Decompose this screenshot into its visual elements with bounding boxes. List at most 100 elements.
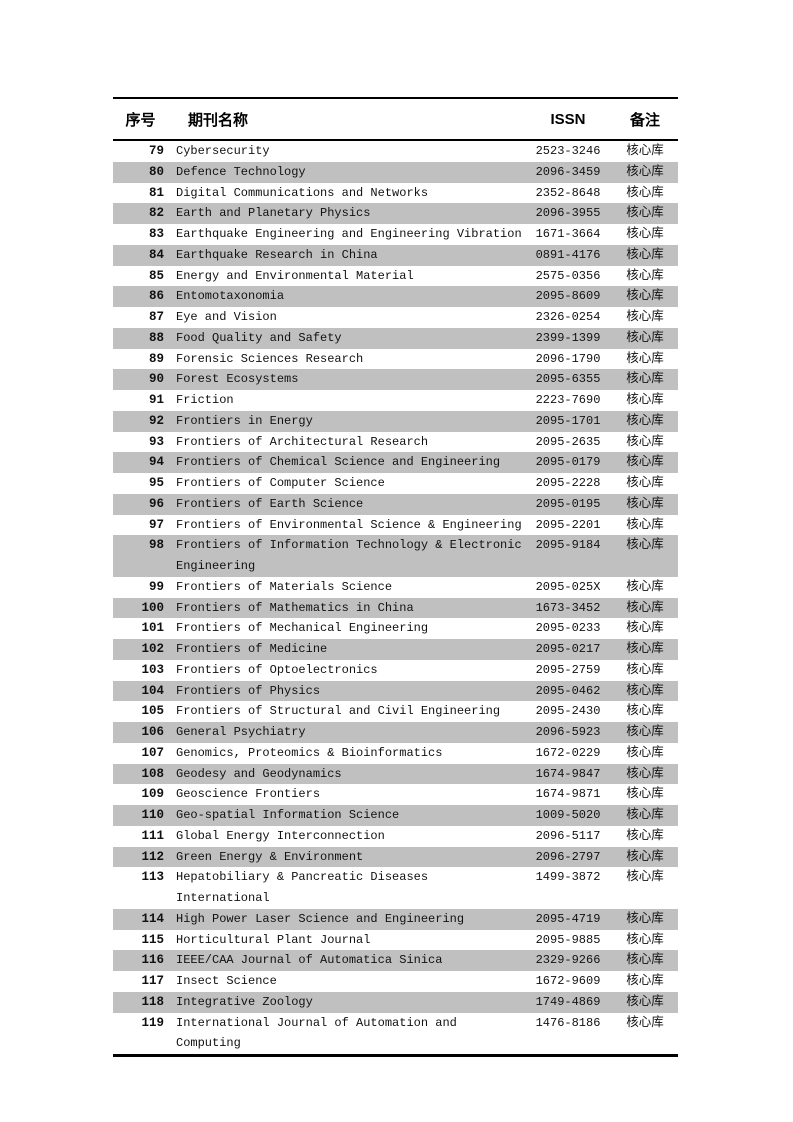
note-value: 核心库 (626, 1015, 664, 1030)
note-value: 核心库 (626, 372, 664, 387)
issn-value: 2096-5923 (535, 725, 601, 739)
note-value: 核心库 (626, 351, 664, 366)
row-number: 92 (148, 413, 164, 428)
row-number: 106 (141, 725, 164, 739)
note-value: 核心库 (626, 247, 664, 262)
note-value: 核心库 (626, 725, 664, 739)
issn-value: 2096-2797 (535, 849, 601, 864)
note-value: 核心库 (626, 642, 664, 656)
note-value: 核心库 (626, 911, 664, 926)
issn-value: 1672-0229 (535, 745, 601, 760)
table-row: 113 Hepatobiliary & Pancreatic Diseases … (113, 867, 678, 909)
issn-value: 2095-0462 (535, 683, 601, 698)
table-row: 88 Food Quality and Safety 2399-1399 核心库 (113, 327, 678, 349)
table-row: 103 Frontiers of Optoelectronics 2095-27… (113, 660, 678, 681)
table-row: 89 Forensic Sciences Research 2096-1790 … (113, 349, 678, 370)
row-number: 116 (141, 953, 164, 968)
row-number: 83 (148, 227, 164, 241)
table-row: 98 Frontiers of Information Technology &… (113, 535, 678, 577)
issn-value: 2575-0356 (535, 268, 601, 283)
note-value: 核心库 (626, 496, 664, 511)
issn-value: 2523-3246 (535, 144, 601, 158)
issn-value: 2329-9266 (535, 953, 601, 968)
table-row: 104 Frontiers of Physics 2095-0462 核心库 (113, 680, 678, 702)
table-row: 116 IEEE/CAA Journal of Automatica Sinic… (113, 950, 678, 971)
table-row: 85 Energy and Environmental Material 257… (113, 266, 678, 287)
issn-value: 2095-4719 (535, 911, 601, 926)
row-number: 79 (148, 144, 164, 158)
issn-value: 2095-2201 (535, 517, 601, 532)
row-number: 117 (141, 974, 164, 988)
journal-name: Frontiers of Environmental Science & Eng… (176, 517, 522, 532)
row-number: 111 (141, 828, 164, 843)
header-note: 备注 (629, 111, 660, 129)
table-row: 90 Forest Ecosystems 2095-6355 核心库 (113, 369, 678, 390)
row-number: 95 (148, 476, 164, 490)
row-number: 101 (141, 621, 164, 636)
row-number: 82 (148, 206, 164, 221)
issn-value: 1672-9609 (535, 974, 601, 988)
row-number: 104 (141, 683, 164, 698)
note-value: 核心库 (626, 621, 664, 636)
table-row: 92 Frontiers in Energy 2095-1701 核心库 (113, 410, 678, 432)
row-number: 98 (148, 538, 164, 553)
table-header-row: 序号 期刊名称 ISSN 备注 (113, 99, 678, 141)
issn-value: 2095-025X (535, 579, 601, 594)
issn-value: 0891-4176 (535, 247, 601, 262)
row-number: 80 (148, 164, 164, 179)
note-value: 核心库 (626, 289, 664, 304)
row-number: 113 (141, 870, 164, 885)
journal-name: Frontiers of Chemical Science and Engine… (176, 455, 501, 470)
row-number: 86 (148, 289, 164, 304)
issn-value: 2095-0233 (535, 621, 601, 636)
issn-value: 1674-9871 (535, 787, 601, 802)
journal-name: Energy and Environmental Material (176, 268, 414, 283)
issn-value: 1009-5020 (535, 808, 601, 822)
note-value: 核心库 (626, 268, 664, 283)
note-value: 核心库 (626, 932, 664, 947)
journal-name: Earthquake Research in China (176, 247, 378, 262)
note-value: 核心库 (626, 974, 664, 988)
journal-name: International Journal of Automation and … (176, 1015, 457, 1051)
row-number: 91 (148, 393, 164, 407)
journal-name: Entomotaxonomia (176, 289, 285, 304)
header-issn: ISSN (550, 110, 586, 128)
journal-name: Green Energy & Environment (176, 849, 364, 864)
note-value: 核心库 (626, 330, 664, 345)
table-row: 114 High Power Laser Science and Enginee… (113, 908, 678, 930)
table-row: 91 Friction 2223-7690 核心库 (113, 390, 678, 411)
issn-value: 2095-2430 (535, 704, 601, 719)
table-row: 99 Frontiers of Materials Science 2095-0… (113, 577, 678, 598)
table-row: 83 Earthquake Engineering and Engineerin… (113, 224, 678, 245)
issn-value: 2096-3459 (535, 164, 601, 179)
table-row: 97 Frontiers of Environmental Science & … (113, 515, 678, 536)
row-number: 93 (148, 434, 164, 449)
table-row: 101 Frontiers of Mechanical Engineering … (113, 618, 678, 639)
header-journal-name: 期刊名称 (188, 111, 249, 129)
journal-name: Geo-spatial Information Science (176, 808, 400, 822)
journal-name: Frontiers in Energy (176, 413, 313, 428)
journal-name: Eye and Vision (176, 310, 277, 324)
row-number: 107 (141, 745, 164, 760)
row-number: 97 (148, 517, 164, 532)
issn-value: 2095-6355 (535, 372, 601, 387)
journal-name: Frontiers of Information Technology & El… (176, 538, 522, 573)
journal-name: Food Quality and Safety (176, 330, 342, 345)
note-value: 核心库 (626, 476, 664, 490)
note-value: 核心库 (626, 164, 664, 179)
table-row: 105 Frontiers of Structural and Civil En… (113, 701, 678, 722)
note-value: 核心库 (626, 808, 664, 822)
row-number: 112 (141, 849, 164, 864)
note-value: 核心库 (626, 393, 664, 407)
row-number: 109 (141, 787, 164, 802)
note-value: 核心库 (626, 579, 664, 594)
table-row: 117 Insect Science 1672-9609 核心库 (113, 971, 678, 992)
table-row: 96 Frontiers of Earth Science 2095-0195 … (113, 493, 678, 515)
journal-name: Hepatobiliary & Pancreatic Diseases Inte… (176, 870, 429, 905)
row-number: 118 (141, 994, 164, 1009)
note-value: 核心库 (626, 704, 664, 719)
note-value: 核心库 (626, 828, 664, 843)
row-number: 90 (148, 372, 164, 387)
table-row: 107 Genomics, Proteomics & Bioinformatic… (113, 743, 678, 764)
table-row: 102 Frontiers of Medicine 2095-0217 核心库 (113, 639, 678, 660)
